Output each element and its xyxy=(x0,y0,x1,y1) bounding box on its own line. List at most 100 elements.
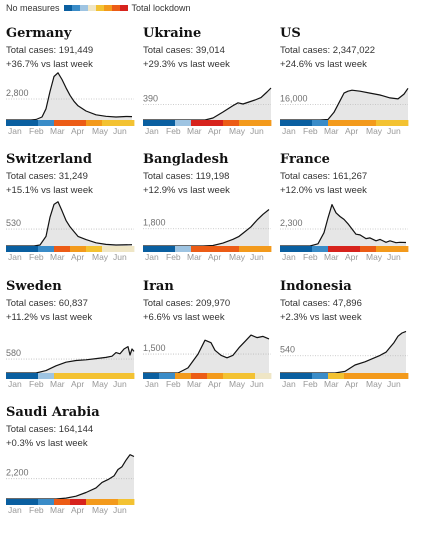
stringency-segment xyxy=(159,120,176,126)
cases-line xyxy=(6,201,133,247)
x-tick-label: Jan xyxy=(145,379,159,389)
weekly-change-label: +11.2% vs last week xyxy=(6,312,93,323)
x-tick-label: Apr xyxy=(71,379,84,389)
reference-label: 16,000 xyxy=(280,94,308,104)
reference-label: 1,800 xyxy=(143,218,166,228)
stringency-segment xyxy=(118,246,135,252)
cases-line xyxy=(143,87,272,121)
stringency-segment xyxy=(207,246,224,252)
x-tick-label: Feb xyxy=(29,505,44,515)
stringency-legend: No measures Total lockdown xyxy=(6,2,191,14)
reference-label: 2,300 xyxy=(280,218,303,228)
stringency-segment xyxy=(118,120,135,126)
x-tick-label: Feb xyxy=(303,126,318,136)
stringency-segment xyxy=(70,373,87,379)
weekly-change-label: +6.6% vs last week xyxy=(143,312,225,323)
cases-area xyxy=(280,204,406,246)
stringency-segment xyxy=(70,499,87,505)
x-tick-label: Jan xyxy=(8,505,22,515)
chart-panel-sweden: Sweden Total cases: 60,837 +11.2% vs las… xyxy=(6,279,146,407)
x-tick-label: Apr xyxy=(345,252,358,262)
stringency-segment xyxy=(159,373,176,379)
legend-start-label: No measures xyxy=(6,3,60,13)
x-tick-label: Feb xyxy=(166,252,181,262)
x-tick-label: Jun xyxy=(250,126,264,136)
x-tick-label: May xyxy=(92,379,109,389)
chart-plot: 580 Jan Feb Mar Apr May Jun xyxy=(6,346,135,389)
x-tick-label: Jun xyxy=(250,252,264,262)
stringency-segment xyxy=(328,246,345,252)
chart-panel-saudi-arabia: Saudi Arabia Total cases: 164,144 +0.3% … xyxy=(6,405,146,533)
stringency-segment xyxy=(191,373,208,379)
stringency-segment xyxy=(143,120,160,126)
stringency-segment xyxy=(159,246,176,252)
stringency-segment xyxy=(296,120,313,126)
x-tick-label: May xyxy=(229,379,246,389)
chart-panel-bangladesh: Bangladesh Total cases: 119,198 +12.9% v… xyxy=(143,152,283,280)
stringency-segment xyxy=(392,373,409,379)
chart-plot: 1,800 Jan Feb Mar Apr May Jun xyxy=(143,209,272,262)
stringency-segment xyxy=(376,120,393,126)
chart-plot: 540 Jan Feb Mar Apr May Jun xyxy=(280,330,409,389)
x-tick-label: Feb xyxy=(29,126,44,136)
x-tick-label: May xyxy=(229,126,246,136)
x-tick-label: Mar xyxy=(50,379,65,389)
total-cases-label: Total cases: 60,837 xyxy=(6,298,88,309)
stringency-segment xyxy=(360,373,377,379)
x-tick-label: Jun xyxy=(250,379,264,389)
stringency-segment xyxy=(344,373,361,379)
stringency-segment xyxy=(22,246,39,252)
x-tick-label: Feb xyxy=(303,252,318,262)
chart-panel-indonesia: Indonesia Total cases: 47,896 +2.3% vs l… xyxy=(280,279,420,407)
stringency-segment xyxy=(239,246,256,252)
stringency-segment xyxy=(255,120,272,126)
stringency-segment xyxy=(6,373,23,379)
stringency-segment xyxy=(38,499,55,505)
cases-area xyxy=(280,88,408,120)
total-cases-label: Total cases: 119,198 xyxy=(143,171,230,182)
x-tick-label: Jan xyxy=(282,252,296,262)
stringency-segment xyxy=(312,373,329,379)
chart-panel-france: France Total cases: 161,267 +12.0% vs la… xyxy=(280,152,420,280)
legend-swatch-6 xyxy=(111,5,120,11)
stringency-segment xyxy=(86,120,103,126)
stringency-segment xyxy=(102,246,119,252)
chart-panel-germany: Germany Total cases: 191,449 +36.7% vs l… xyxy=(6,26,146,154)
total-cases-label: Total cases: 2,347,022 xyxy=(280,45,376,56)
weekly-change-label: +2.3% vs last week xyxy=(280,312,362,323)
cases-line xyxy=(280,87,409,121)
stringency-segment xyxy=(280,120,297,126)
stringency-segment xyxy=(54,373,71,379)
x-tick-label: Apr xyxy=(208,379,221,389)
stringency-segment xyxy=(344,246,361,252)
weekly-change-label: +36.7% vs last week xyxy=(6,59,93,70)
chart-panel-ukraine: Ukraine Total cases: 39,014 +29.3% vs la… xyxy=(143,26,283,154)
x-tick-label: Mar xyxy=(50,252,65,262)
cases-area xyxy=(6,201,132,246)
x-tick-label: Mar xyxy=(324,379,339,389)
stringency-segment xyxy=(280,373,297,379)
panel-title: Switzerland xyxy=(6,152,92,167)
stringency-segment xyxy=(6,246,23,252)
legend-swatch-4 xyxy=(95,5,104,11)
stringency-segment xyxy=(22,373,39,379)
x-tick-label: Jun xyxy=(113,505,127,515)
stringency-segment xyxy=(376,373,393,379)
x-tick-label: Jan xyxy=(282,126,296,136)
stringency-segment xyxy=(6,499,23,505)
stringency-segment xyxy=(143,246,160,252)
x-tick-label: Feb xyxy=(166,126,181,136)
stringency-segment xyxy=(70,120,87,126)
stringency-segment xyxy=(328,120,345,126)
cases-line xyxy=(143,209,270,247)
x-tick-label: May xyxy=(229,252,246,262)
chart-plot: 1,500 Jan Feb Mar Apr May Jun xyxy=(143,334,272,389)
x-tick-label: May xyxy=(92,252,109,262)
x-tick-label: Feb xyxy=(29,379,44,389)
chart-plot: 390 Jan Feb Mar Apr May Jun xyxy=(143,87,272,136)
cases-line xyxy=(6,72,133,121)
x-tick-label: Jan xyxy=(145,126,159,136)
cases-line xyxy=(280,330,407,374)
reference-label: 1,500 xyxy=(143,343,166,353)
legend-color-scale xyxy=(63,5,128,11)
